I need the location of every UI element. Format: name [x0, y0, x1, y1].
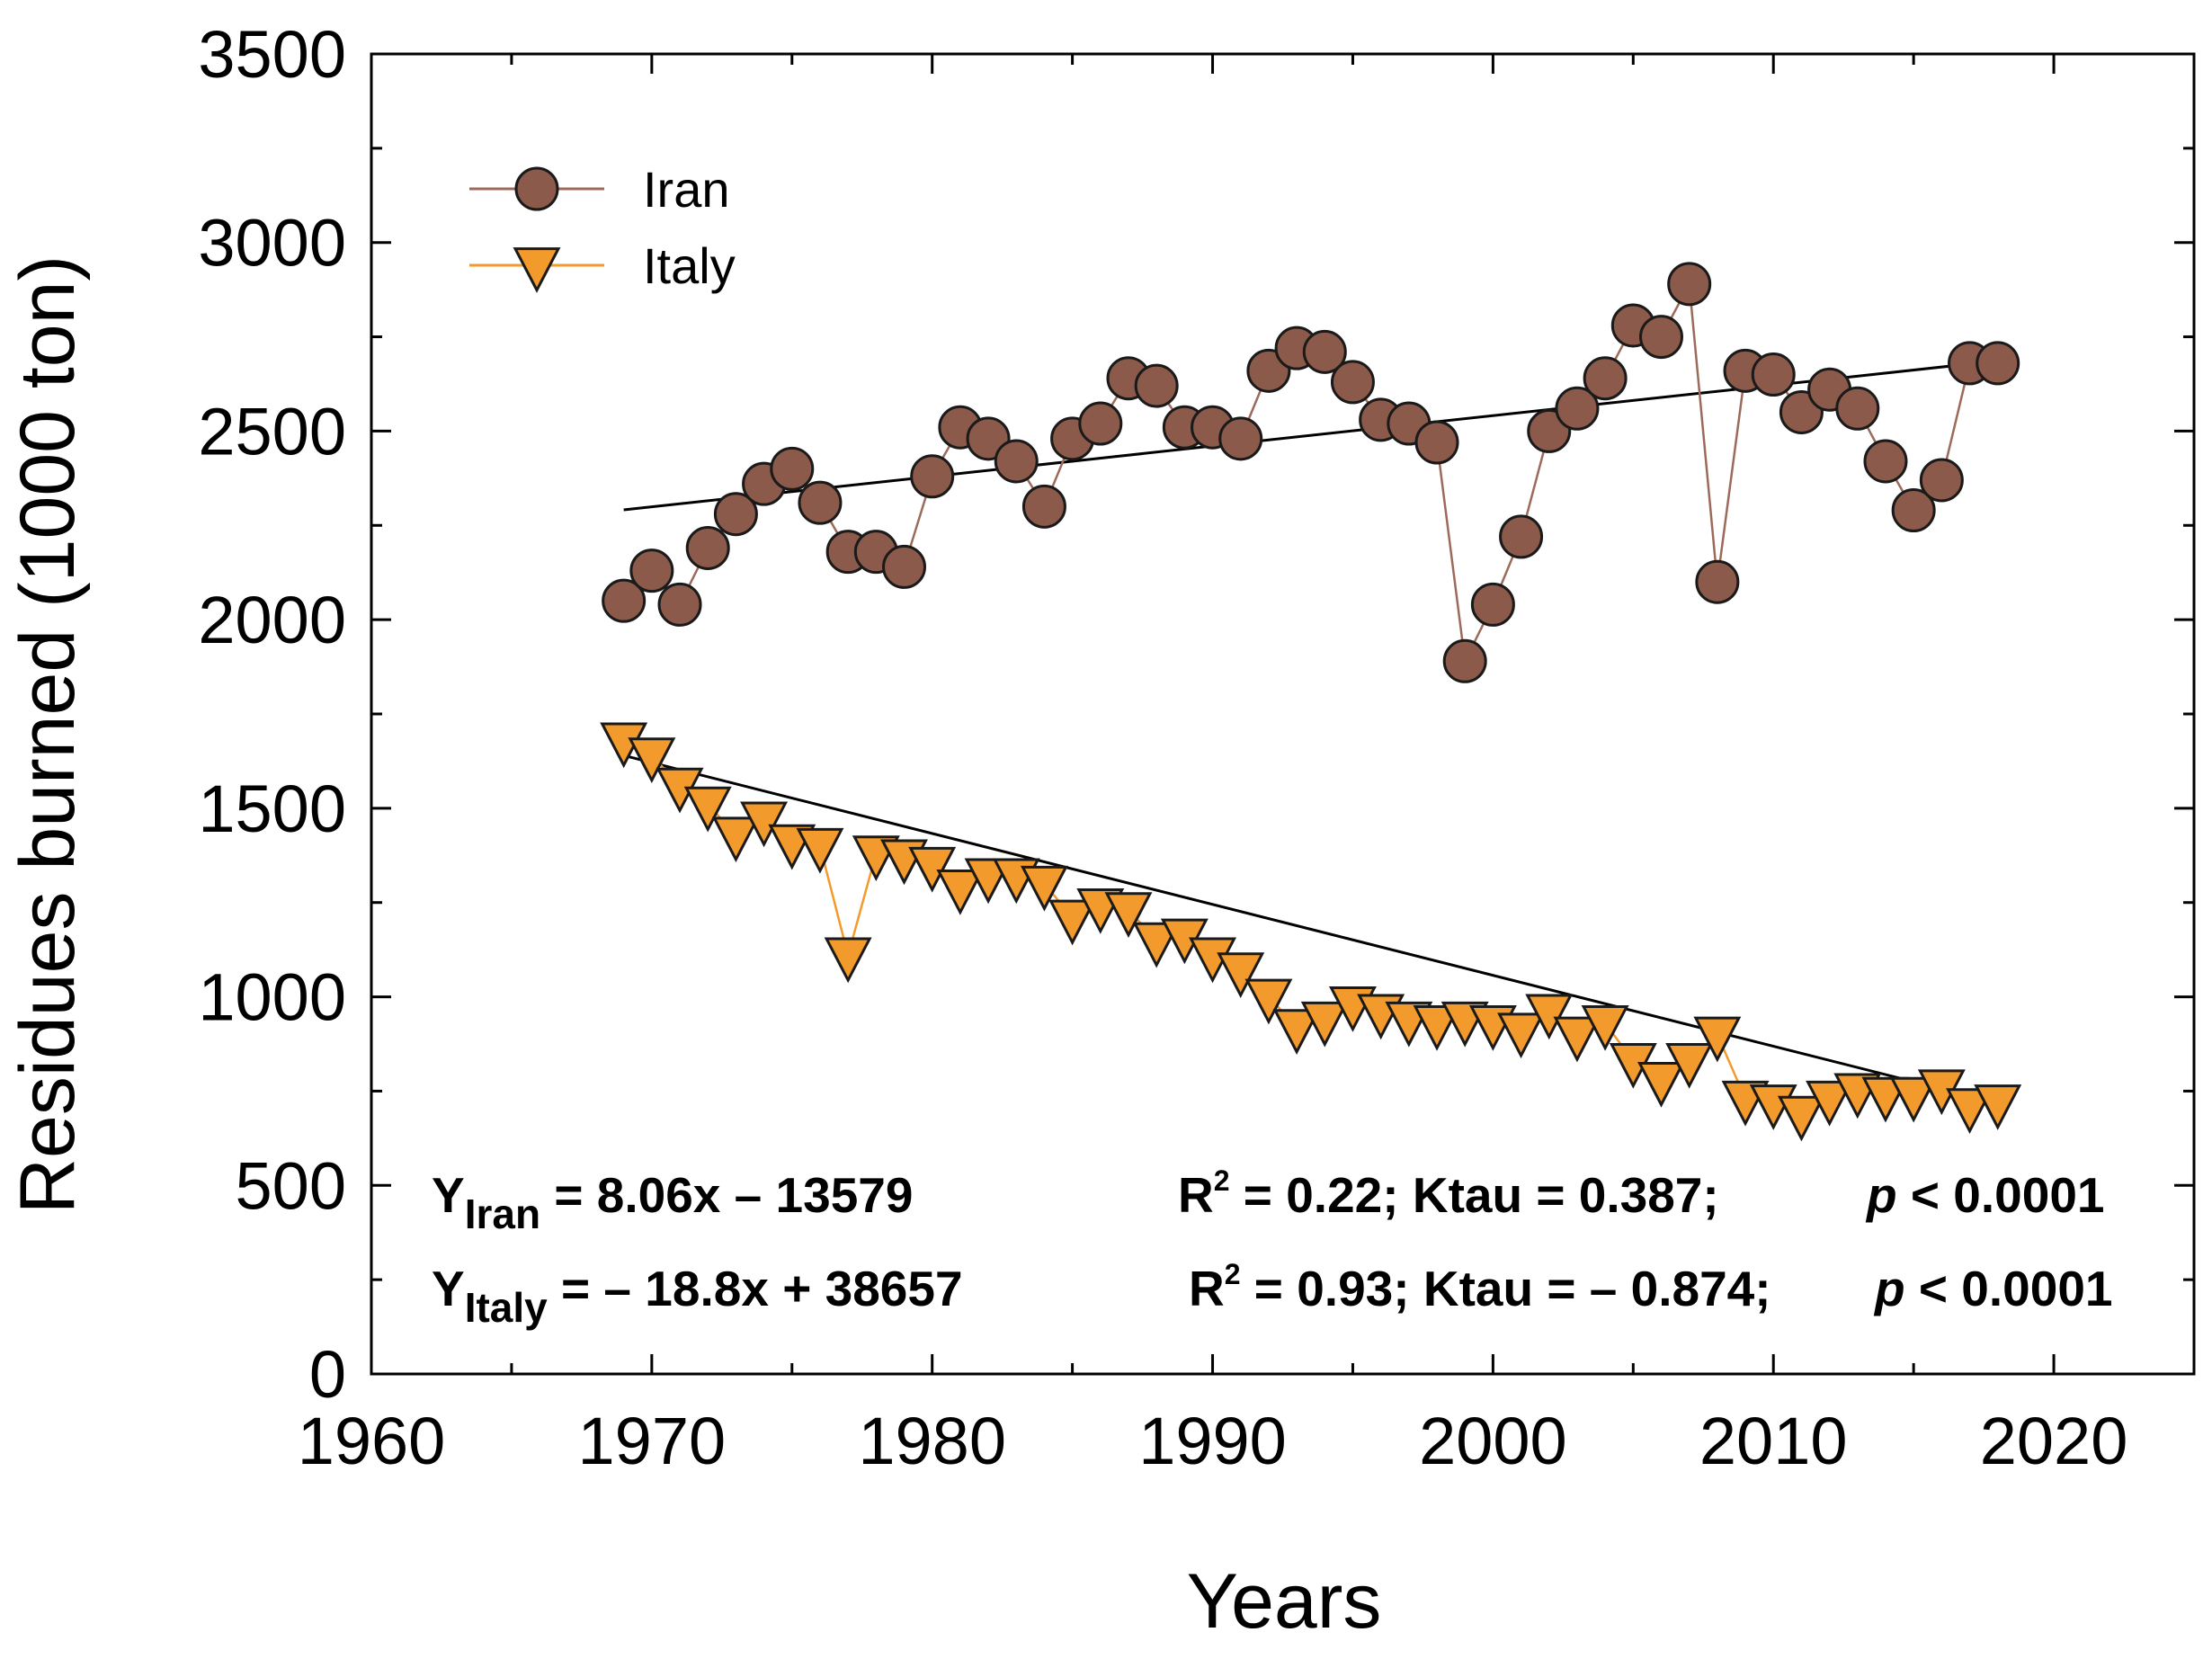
y-tick-label: 500: [236, 1148, 346, 1223]
iran-data-point: [994, 439, 1039, 484]
iran-data-point: [1583, 356, 1628, 401]
x-tick-label: 2020: [1980, 1404, 2128, 1478]
italy-data-point: [1300, 1001, 1349, 1048]
x-tick-labels: 1960 1970 1980 1990 2000 2010 2020: [298, 1404, 2128, 1478]
italy-data-point: [1104, 892, 1153, 938]
regression-annotations: YIran = 8.06x – 13579 R2 = 0.22; Ktau = …: [432, 1164, 2113, 1331]
italy-data-point: [1665, 1042, 1714, 1089]
iran-data-point: [657, 582, 702, 627]
iran-data-point: [1078, 401, 1123, 446]
iran-equation: YIran = 8.06x – 13579: [432, 1167, 913, 1237]
italy-data-point: [1272, 1009, 1321, 1055]
iran-data-point: [602, 578, 647, 623]
iran-data-point: [1667, 262, 1712, 307]
iran-data-point: [798, 480, 843, 525]
iran-data-point: [629, 549, 674, 593]
iran-data-point: [1134, 363, 1179, 408]
italy-data-point: [824, 937, 872, 984]
x-tick-label: 2010: [1699, 1404, 1848, 1478]
italy-data-point: [1806, 1080, 1854, 1127]
italy-data-point: [1217, 952, 1265, 999]
x-tick-label: 1990: [1138, 1404, 1287, 1478]
italy-data-point: [628, 737, 676, 783]
trend-lines: [623, 359, 1999, 1105]
italy-data-point: [1889, 1076, 1938, 1123]
italy-data-point: [908, 846, 957, 893]
italy-data-point: [1946, 1088, 1993, 1135]
x-tick-label: 1980: [858, 1404, 1006, 1478]
iran-data-point: [1021, 484, 1066, 529]
y-axis-title: Residues burned (1000 ton): [4, 255, 91, 1214]
italy-stats: R2 = 0.93; Ktau = – 0.874;: [1189, 1258, 1771, 1316]
italy-equation: YItaly = – 18.8x + 38657: [432, 1261, 963, 1331]
iran-data-point: [1302, 329, 1347, 374]
italy-data-point: [1020, 865, 1068, 912]
italy-data-point: [683, 786, 732, 833]
iran-data-point: [1863, 439, 1908, 484]
legend-italy-marker: [513, 247, 561, 293]
iran-data-point: [1442, 638, 1487, 683]
series-markers: [600, 262, 2022, 1142]
italy-data-point: [1132, 922, 1181, 968]
italy-data-point: [1413, 1005, 1461, 1051]
italy-p-value: p < 0.0001: [1873, 1261, 2113, 1316]
iran-data-point: [713, 492, 758, 537]
iran-data-point: [1835, 386, 1880, 431]
iran-data-point: [1470, 582, 1515, 627]
y-tick-label: 1500: [198, 772, 346, 846]
iran-data-point: [1919, 458, 1964, 503]
iran-data-point: [770, 446, 815, 491]
italy-data-point: [1244, 978, 1293, 1025]
iran-data-point: [1218, 416, 1263, 461]
italy-data-point: [711, 816, 760, 863]
iran-data-point: [1891, 488, 1936, 533]
italy-data-point: [1777, 1095, 1825, 1142]
iran-data-point: [1638, 315, 1683, 360]
iran-stats: R2 = 0.22; Ktau = 0.387;: [1178, 1164, 1719, 1223]
italy-series-line: [623, 739, 1998, 1115]
legend-iran-marker: [514, 166, 559, 211]
italy-data-point: [1525, 994, 1574, 1040]
iran-data-point: [1499, 514, 1544, 559]
italy-data-point: [1974, 1084, 2022, 1130]
italy-data-point: [1693, 1016, 1742, 1063]
italy-data-point: [1637, 1061, 1685, 1108]
italy-data-point: [1581, 1005, 1629, 1051]
italy-data-point: [936, 870, 985, 915]
legend-iran-label: Iran: [643, 161, 730, 218]
italy-data-point: [1497, 1012, 1546, 1059]
y-tick-label: 0: [309, 1337, 346, 1412]
iran-data-point: [1976, 341, 2020, 386]
y-tick-label: 2000: [198, 583, 346, 657]
italy-data-point: [740, 801, 789, 848]
italy-data-point: [1048, 899, 1097, 946]
legend: Iran Italy: [469, 161, 736, 294]
plot-frame: [370, 52, 2196, 1376]
iran-p-value: p < 0.0001: [1865, 1167, 2105, 1223]
legend-italy-label: Italy: [643, 237, 736, 294]
iran-data-point: [1414, 420, 1459, 465]
italy-data-point: [796, 827, 844, 874]
y-tick-label: 2500: [198, 394, 346, 468]
iran-data-point: [1555, 386, 1600, 431]
x-tick-label: 1960: [298, 1404, 446, 1478]
axis-ticks: [370, 52, 2196, 1376]
iran-data-point: [1330, 360, 1375, 405]
y-tick-label: 3500: [198, 17, 346, 92]
x-axis-title: Years: [1187, 1558, 1382, 1645]
y-tick-label: 1000: [198, 960, 346, 1035]
x-tick-label: 2000: [1419, 1404, 1567, 1478]
iran-data-point: [910, 454, 955, 499]
iran-data-point: [1751, 352, 1796, 397]
y-tick-label: 3000: [198, 206, 346, 281]
iran-data-point: [1695, 559, 1740, 604]
y-tick-labels: 0 500 1000 1500 2000 2500 3000 3500: [198, 17, 346, 1412]
italy-trend-line: [623, 754, 1999, 1105]
x-tick-label: 1970: [578, 1404, 727, 1478]
iran-data-point: [882, 544, 927, 589]
iran-data-point: [685, 525, 730, 570]
italy-data-point: [1553, 1016, 1601, 1063]
